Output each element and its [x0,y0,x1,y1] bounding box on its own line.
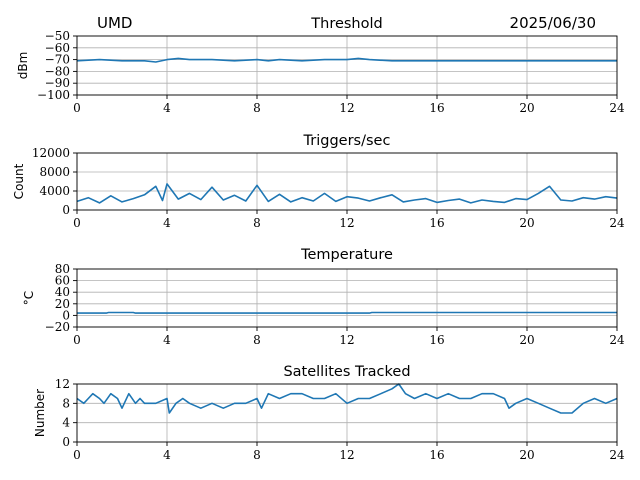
y-tick-label: 20 [55,297,70,311]
y-tick-label: −60 [45,41,70,55]
x-tick-label: 12 [339,101,354,115]
x-tick-label: 24 [609,333,625,347]
panel-0: 0 4 8 12 16 20 24 −100−90−80−70−60−50 Threshold d… [16,16,625,115]
y-tick-label: 4 [62,416,70,430]
x-tick-label: 8 [253,216,261,230]
x-tick-label: 24 [609,448,625,462]
x-tick-label: 8 [253,333,261,347]
x-tick-label: 20 [519,101,534,115]
y-tick-label: 12 [55,377,70,391]
x-tick-label: 4 [163,101,171,115]
site-label: UMD [97,14,132,32]
panel-3: 0 4 8 12 16 20 24 0 4 8 12 Satellites Tracked Number [33,364,625,462]
chart-panels: 0 4 8 12 16 20 24 −100−90−80−70−60−50 Threshold d… [12,16,625,462]
x-tick-label: 0 [73,333,81,347]
x-tick-label: 20 [519,448,534,462]
series-line [76,183,618,204]
y-tick-label: −90 [45,76,70,90]
panel-title: Triggers/sec [303,133,391,149]
x-tick-label: 8 [253,448,261,462]
y-axis-label: °C [22,291,36,305]
panel-1: 0 4 8 12 16 20 24 0 4000 8000 12000 Triggers/sec Cou… [12,133,625,230]
y-axis-label: Number [33,389,47,437]
x-tick-label: 0 [73,216,81,230]
y-tick-label: −70 [45,53,70,67]
x-tick-label: 0 [73,101,81,115]
y-tick-label: 0 [62,435,70,449]
y-tick-label: 12000 [32,146,70,160]
x-tick-label: 20 [519,216,534,230]
x-tick-label: 16 [429,448,444,462]
y-tick-label: −100 [37,88,70,102]
series-line [76,57,617,63]
x-tick-label: 8 [253,101,261,115]
series-line [76,383,618,414]
x-tick-label: 4 [163,448,171,462]
y-axis-label: dBm [16,52,30,80]
y-tick-label: −80 [45,64,70,78]
x-tick-label: 20 [519,333,534,347]
x-tick-label: 12 [339,216,354,230]
y-tick-label: 8 [62,396,70,410]
y-tick-label: 4000 [39,184,70,198]
y-tick-label: 60 [55,274,70,288]
x-tick-label: 24 [609,101,625,115]
x-tick-label: 16 [429,216,444,230]
y-tick-label: 0 [62,308,70,322]
y-tick-label: 80 [55,262,70,276]
y-tick-label: 8000 [39,165,70,179]
y-tick-label: 40 [55,285,70,299]
panel-title: Threshold [310,16,382,32]
x-tick-label: 24 [609,216,625,230]
date-label: 2025/06/30 [510,14,596,32]
x-tick-label: 12 [339,448,354,462]
y-tick-label: −20 [45,320,70,334]
x-tick-label: 0 [73,448,81,462]
x-tick-label: 16 [429,101,444,115]
x-tick-label: 4 [163,333,171,347]
x-tick-label: 4 [163,216,171,230]
y-tick-label: −50 [45,29,70,43]
y-axis-label: Count [12,163,26,199]
x-tick-label: 12 [339,333,354,347]
panel-title: Temperature [300,247,393,263]
series-line [77,311,617,314]
panel-title: Satellites Tracked [283,364,410,380]
y-tick-label: 0 [62,203,70,217]
x-tick-label: 16 [429,333,444,347]
